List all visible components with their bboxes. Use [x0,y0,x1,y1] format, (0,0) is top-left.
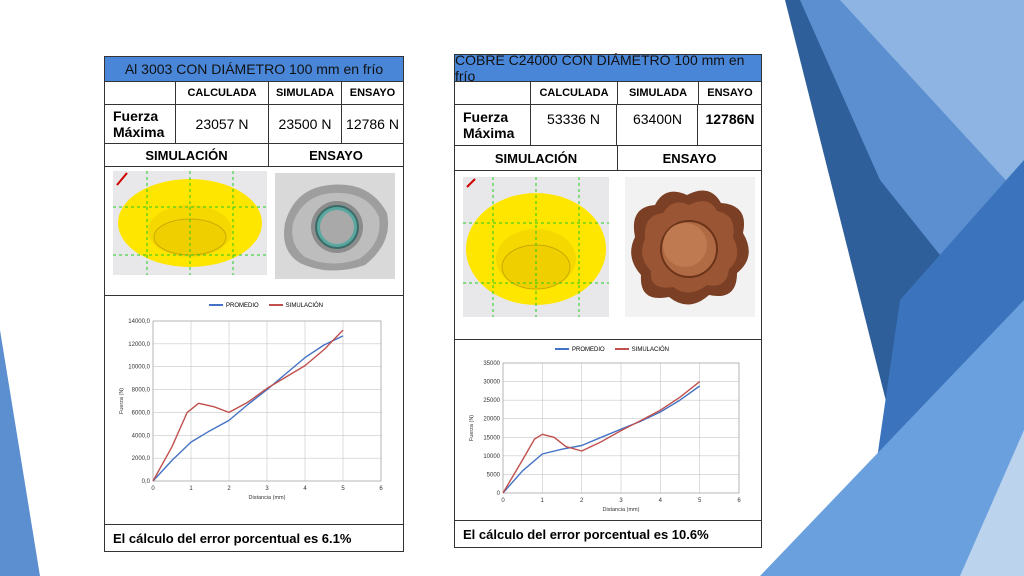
x-tick-label: 5 [341,486,345,492]
series-line-promedio [152,335,344,482]
panel-aluminum: Al 3003 CON DIÁMETRO 100 mm en frío CALC… [104,56,404,552]
y-tick-label: 2000,0 [132,456,151,462]
y-tick-label: 15000 [483,435,500,441]
y-tick-label: 10000 [483,454,500,460]
x-tick-label: 1 [541,498,545,504]
header-simulada: SIMULADA [618,82,699,104]
chart-1-legend: PROMEDIO SIMULACIÓN [209,303,323,309]
error-text: El cálculo del error porcentual es 6.1% [113,530,352,546]
y-tick-label: 12000,0 [128,342,150,348]
simulation-image [113,171,267,275]
header-row: CALCULADA SIMULADA ENSAYO [105,82,403,105]
y-tick-label: 14000,0 [128,319,150,325]
panel-title-text: Al 3003 CON DIÁMETRO 100 mm en frío [124,61,384,77]
legend-label: SIMULACIÓN [631,347,670,353]
x-tick-label: 4 [303,486,307,492]
force-row: Fuerza Máxima 53336 N 63400N 12786N [455,105,761,146]
legend-item-promedio: PROMEDIO [209,303,259,309]
x-tick-label: 1 [189,486,193,492]
legend-label: SIMULACIÓN [285,303,324,309]
chart-2-legend: PROMEDIO SIMULACIÓN [555,347,669,353]
chart-2-container: PROMEDIO SIMULACIÓN 0 5000 10000 15000 20000… [463,343,753,519]
header-empty [105,82,176,104]
header-calculada: CALCULADA [531,82,618,104]
x-tick-label: 6 [379,486,383,492]
series-line-simulacion [152,329,344,482]
series-line-simulacion [502,381,701,494]
panel-title: COBRE C24000 CON DIÁMETRO 100 mm en frío [455,52,761,84]
y-tick-label: 0,0 [142,479,151,485]
row-label-fuerza-maxima: Fuerza Máxima [105,105,176,143]
y-tick-label: 10000,0 [128,365,150,371]
simulation-image [463,177,609,317]
series-line-promedio [502,385,701,494]
legend-label: PROMEDIO [226,303,259,309]
section-ensayo: ENSAYO [662,150,717,166]
x-tick-label: 3 [265,486,269,492]
x-axis-label: Distancia (mm) [249,495,286,501]
legend-label: PROMEDIO [572,347,605,353]
header-ensayo: ENSAYO [349,87,396,99]
x-tick-label: 6 [737,498,741,504]
y-tick-label: 4000,0 [132,433,151,439]
legend-item-promedio: PROMEDIO [555,347,605,353]
panel-title: Al 3003 CON DIÁMETRO 100 mm en frío [105,57,403,82]
value-ensayo: 12786 N [346,116,399,132]
section-row: SIMULACIÓN ENSAYO [105,144,403,167]
copper-specimen-photo [625,177,755,317]
x-tick-label: 2 [227,486,231,492]
x-tick-label: 4 [659,498,663,504]
test-specimen-photo [275,173,395,279]
error-text: El cálculo del error porcentual es 10.6% [463,526,709,542]
y-tick-label: 5000 [487,472,501,478]
y-axis-label: Fuerza (N) [469,415,475,441]
x-tick-label: 2 [580,498,584,504]
x-tick-label: 3 [619,498,623,504]
y-axis-label: Fuerza (N) [119,388,125,414]
y-tick-label: 35000 [483,361,500,367]
section-simulacion: SIMULACIÓN [455,146,618,170]
value-calculada: 23057 N [176,105,269,143]
chart-1-container: PROMEDIO SIMULACIÓN 0,0 2000,0 4000,0 6000,… [113,299,395,521]
value-simulada: 23500 N [269,105,342,143]
y-tick-label: 30000 [483,380,500,386]
chart-2-plot: 0 5000 10000 15000 20000 25000 30000 35000 0 1 2 3 4… [469,361,741,513]
panel-footer: El cálculo del error porcentual es 10.6% [455,520,761,547]
header-empty [455,82,531,104]
y-tick-label: 6000,0 [132,410,151,416]
y-tick-label: 20000 [483,417,500,423]
section-row: SIMULACIÓN ENSAYO [455,146,761,171]
x-tick-label: 0 [151,486,155,492]
y-tick-label: 8000,0 [132,388,151,394]
value-calculada: 53336 N [531,105,617,145]
y-tick-label: 0 [497,491,501,497]
header-row: CALCULADA SIMULADA ENSAYO [455,82,761,105]
header-calculada: CALCULADA [176,82,269,104]
legend-item-simulacion: SIMULACIÓN [268,303,324,309]
legend-item-simulacion: SIMULACIÓN [614,347,670,353]
section-ensayo: ENSAYO [309,147,363,163]
header-ensayo: ENSAYO [707,87,753,99]
panel-footer: El cálculo del error porcentual es 6.1% [105,524,403,551]
header-simulada: SIMULADA [269,82,342,104]
image-row [455,171,761,340]
x-axis-label: Distancia (mm) [603,507,640,513]
force-row: Fuerza Máxima 23057 N 23500 N 12786 N [105,105,403,144]
section-simulacion: SIMULACIÓN [105,144,269,166]
plot-area [152,320,382,482]
x-tick-label: 0 [501,498,505,504]
value-ensayo: 12786N [705,111,755,127]
plot-area [502,362,740,494]
panel-copper: COBRE C24000 CON DIÁMETRO 100 mm en frío… [454,52,762,548]
image-row [105,167,403,296]
y-tick-label: 25000 [483,398,500,404]
row-label-fuerza-maxima: Fuerza Máxima [455,105,531,145]
value-simulada: 63400N [618,105,698,145]
panel-title-text: COBRE C24000 CON DIÁMETRO 100 mm en frío [455,52,745,84]
chart-1-plot: 0,0 2000,0 4000,0 6000,0 8000,0 10000,0 12000,… [119,319,383,501]
x-tick-label: 5 [698,498,702,504]
